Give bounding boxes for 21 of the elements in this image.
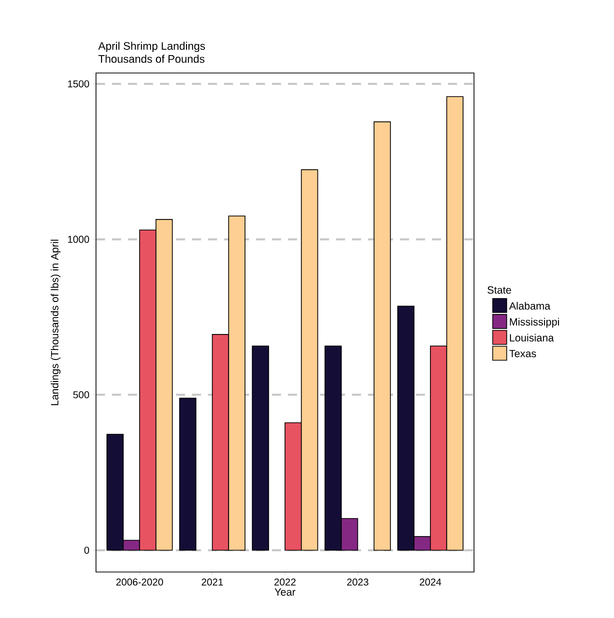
x-axis-title: Year [274, 588, 296, 596]
legend-label: Mississippi [510, 318, 559, 328]
y-tick-label: 500 [73, 391, 90, 398]
y-tick-label: 0 [84, 546, 90, 554]
y-tick-label: 1500 [68, 80, 90, 88]
x-tick-label: 2024 [420, 578, 442, 586]
x-tick-label: 2022 [274, 578, 296, 586]
bar [374, 121, 391, 551]
y-tick-label: 1000 [68, 236, 90, 243]
x-tick-label: 2006-2020 [116, 578, 164, 586]
x-tick-label: 2021 [202, 578, 223, 586]
legend-label: Texas [509, 350, 536, 358]
bar [252, 346, 270, 551]
legend-title: State [488, 286, 512, 294]
bar [179, 398, 196, 551]
legend-label: Alabama [509, 302, 550, 310]
x-tick-label: 2023 [347, 578, 368, 586]
chart-subtitle: Thousands of Pounds [98, 54, 204, 63]
legend-label: Louisiana [510, 334, 554, 342]
chart-title: April Shrimp Landings [98, 42, 205, 52]
y-axis-title: Landings (Thousands of lbs) in April [50, 240, 60, 406]
